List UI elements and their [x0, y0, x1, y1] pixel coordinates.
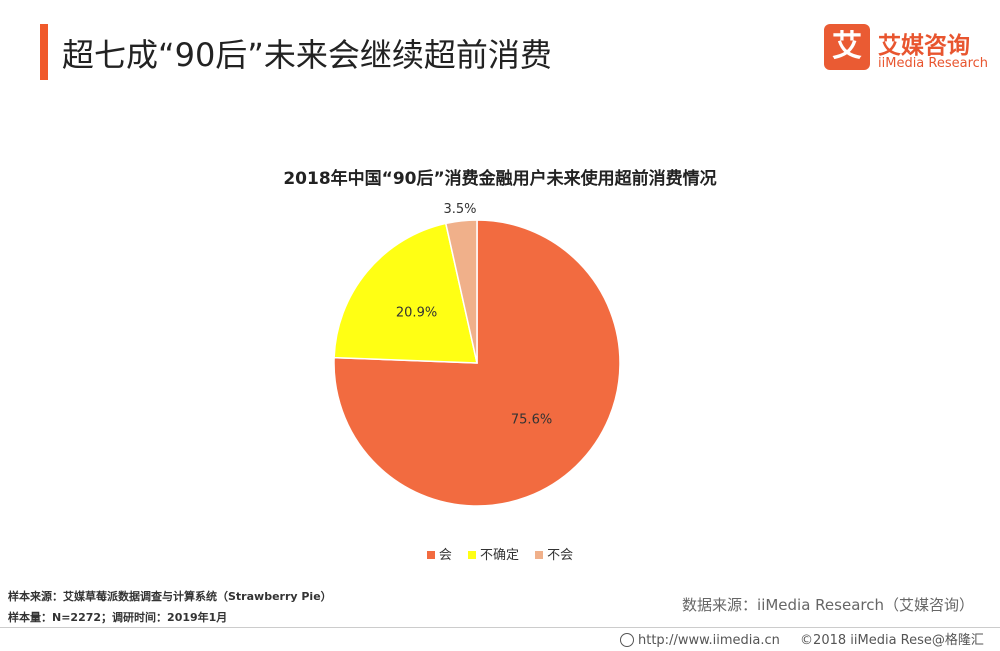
legend-label-no: 不会 [547, 548, 574, 563]
pie-label-uncertain: 20.9% [396, 306, 437, 321]
sample-size-note: 样本量：N=2272；调研时间：2019年1月 [8, 611, 228, 624]
legend-item-yes: 会 [426, 544, 452, 563]
legend-label-yes: 会 [438, 548, 452, 563]
pie-slice-no [444, 219, 478, 364]
watermark-text: @格隆汇 [931, 633, 984, 648]
legend-swatch-uncertain [467, 550, 476, 559]
pie-slice-uncertain [333, 222, 478, 364]
website-link[interactable]: http://www.iimedia.cn [638, 633, 780, 648]
logo-chinese-name: 艾媒咨询 [878, 33, 970, 59]
legend-swatch-no [535, 550, 544, 559]
legend-item-uncertain: 不确定 [467, 544, 519, 563]
page-title: 超七成“90后”未来会继续超前消费 [62, 36, 552, 74]
logo-mark-icon: 艾 [824, 24, 870, 70]
bottom-bar: http://www.iimedia.cn ©2018 iiMedia Rese… [620, 629, 984, 648]
bottom-divider [0, 627, 1000, 628]
iimedia-logo: 艾 艾媒咨询 iiMedia Research [824, 22, 988, 78]
pie-label-yes: 75.6% [511, 413, 552, 428]
pie-chart: 75.6% 20.9% 3.5% [333, 202, 621, 507]
globe-icon [620, 632, 634, 647]
sample-source-note: 样本来源：艾媒草莓派数据调查与计算系统（Strawberry Pie） [8, 590, 332, 603]
legend-label-uncertain: 不确定 [479, 548, 519, 563]
chart-title: 2018年中国“90后”消费金融用户未来使用超前消费情况 [283, 169, 717, 189]
chart-legend: 会 不确定 不会 [0, 544, 1000, 563]
logo-english-name: iiMedia Research [878, 56, 989, 71]
legend-item-no: 不会 [535, 544, 573, 563]
data-source: 数据来源：iiMedia Research（艾媒咨询） [682, 596, 974, 614]
legend-swatch-yes [426, 550, 435, 559]
header: 超七成“90后”未来会继续超前消费 艾 艾媒咨询 iiMedia Researc… [0, 0, 1000, 90]
pie-label-no: 3.5% [443, 202, 476, 217]
copyright-text: ©2018 iiMedia Rese [800, 633, 932, 648]
title-accent-bar [40, 24, 48, 80]
